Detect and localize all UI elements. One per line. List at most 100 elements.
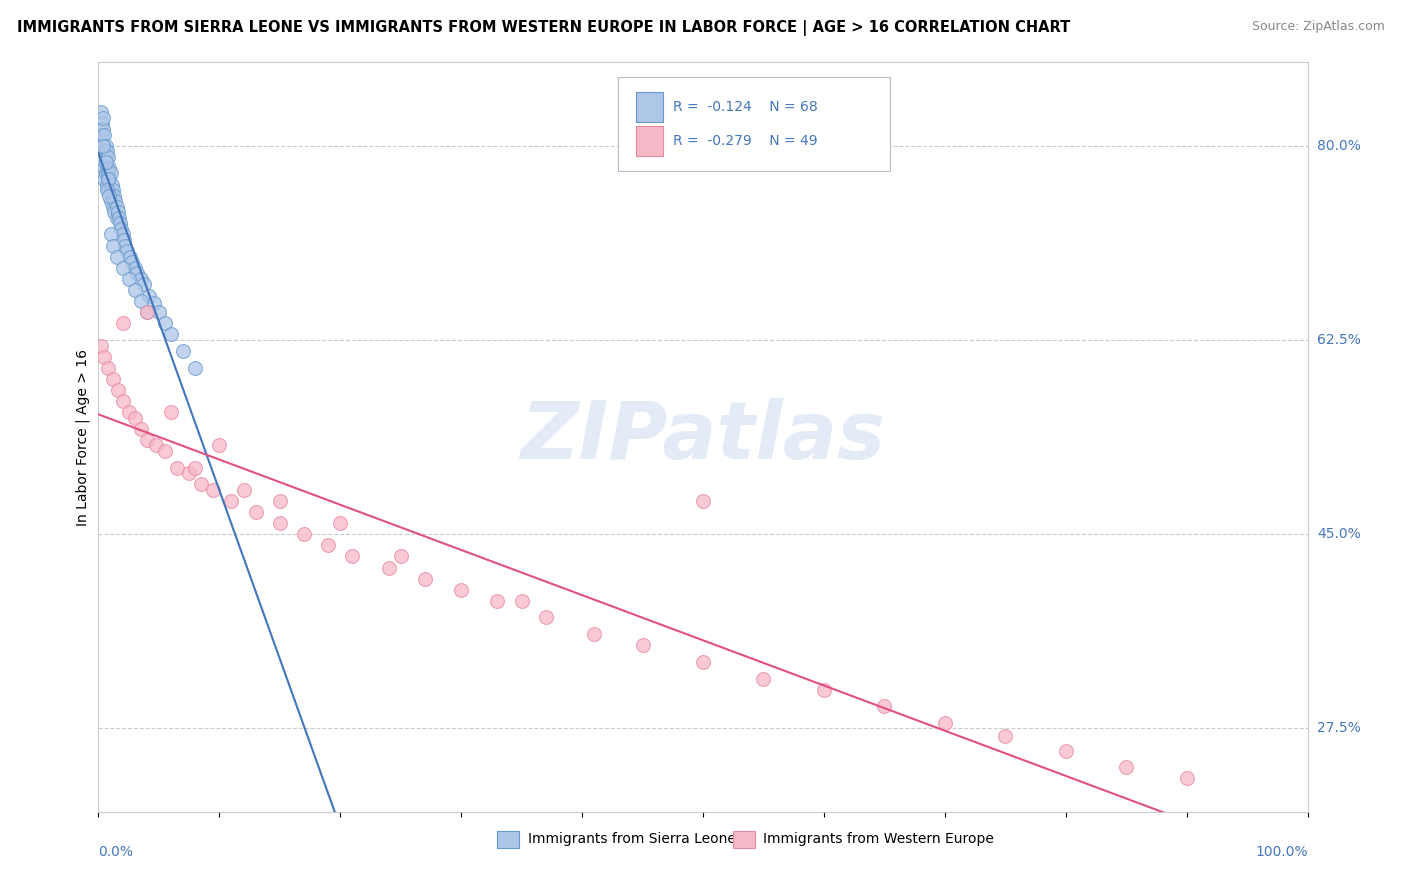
Point xyxy=(100,194,122,209)
Point xyxy=(91,128,114,142)
Point xyxy=(93,161,115,175)
Bar xyxy=(637,126,664,156)
Point xyxy=(143,296,166,310)
Point xyxy=(94,150,117,164)
Point xyxy=(124,283,146,297)
Text: Immigrants from Sierra Leone: Immigrants from Sierra Leone xyxy=(527,832,735,847)
Text: IMMIGRANTS FROM SIERRA LEONE VS IMMIGRANTS FROM WESTERN EUROPE IN LABOR FORCE | : IMMIGRANTS FROM SIERRA LEONE VS IMMIGRAN… xyxy=(17,20,1070,36)
Point xyxy=(94,155,117,169)
Point xyxy=(121,255,143,269)
Point xyxy=(138,288,160,302)
Point xyxy=(179,466,201,480)
Point xyxy=(93,128,115,142)
Point xyxy=(124,260,146,275)
Point xyxy=(172,344,194,359)
Point xyxy=(105,211,128,225)
Point xyxy=(245,505,267,519)
Point xyxy=(221,494,243,508)
Point xyxy=(97,183,120,197)
Text: Immigrants from Western Europe: Immigrants from Western Europe xyxy=(763,832,994,847)
Point xyxy=(100,227,122,242)
Point xyxy=(377,560,399,574)
Point xyxy=(93,145,115,159)
Point xyxy=(135,305,157,319)
Point xyxy=(96,183,118,197)
Point xyxy=(510,594,533,608)
Point xyxy=(97,172,120,186)
Text: R =  -0.124    N = 68: R = -0.124 N = 68 xyxy=(672,101,817,114)
Point xyxy=(813,682,835,697)
Point xyxy=(127,266,149,280)
Point xyxy=(135,305,157,319)
Point xyxy=(96,145,118,159)
Point xyxy=(111,316,134,330)
Point xyxy=(98,172,121,186)
Point xyxy=(202,483,225,497)
Point xyxy=(184,460,207,475)
Point xyxy=(108,211,131,225)
Point xyxy=(1054,744,1077,758)
Point xyxy=(94,166,117,180)
Point xyxy=(94,138,117,153)
Point xyxy=(100,188,122,202)
Text: 27.5%: 27.5% xyxy=(1317,722,1361,736)
Point xyxy=(97,166,120,180)
Text: 80.0%: 80.0% xyxy=(1317,138,1361,153)
Point xyxy=(103,205,125,219)
Point xyxy=(91,122,114,136)
Bar xyxy=(734,831,755,847)
Bar xyxy=(637,93,664,122)
Point xyxy=(1115,760,1137,774)
Point xyxy=(118,272,141,286)
Point xyxy=(135,433,157,447)
Point xyxy=(134,277,156,292)
Point xyxy=(97,360,120,375)
Point xyxy=(97,150,120,164)
Point xyxy=(93,350,115,364)
Text: R =  -0.279    N = 49: R = -0.279 N = 49 xyxy=(672,134,817,148)
Point xyxy=(91,138,114,153)
Point xyxy=(118,250,141,264)
Point xyxy=(100,178,122,192)
Point xyxy=(107,383,129,397)
Point xyxy=(101,238,124,252)
Point xyxy=(583,627,606,641)
Text: 0.0%: 0.0% xyxy=(98,846,134,859)
Point xyxy=(190,477,212,491)
Point xyxy=(129,272,152,286)
Point xyxy=(129,422,152,436)
Point xyxy=(994,729,1017,743)
Point xyxy=(110,222,132,236)
Point xyxy=(148,305,170,319)
Point xyxy=(145,438,167,452)
Point xyxy=(100,183,122,197)
Point xyxy=(107,205,129,219)
Text: 100.0%: 100.0% xyxy=(1256,846,1308,859)
Point xyxy=(100,166,122,180)
Point xyxy=(101,200,124,214)
Point xyxy=(269,494,291,508)
Point xyxy=(101,372,124,386)
Point xyxy=(166,460,188,475)
Point xyxy=(96,161,118,175)
Point xyxy=(118,405,141,419)
Point xyxy=(103,188,125,202)
Point xyxy=(96,178,118,192)
Point xyxy=(111,394,134,409)
Point xyxy=(111,260,134,275)
Point xyxy=(114,238,136,252)
Point xyxy=(98,161,121,175)
Point xyxy=(934,715,956,730)
Point xyxy=(413,572,436,586)
Point xyxy=(752,672,775,686)
Text: 45.0%: 45.0% xyxy=(1317,527,1361,541)
Point xyxy=(692,494,714,508)
Text: Source: ZipAtlas.com: Source: ZipAtlas.com xyxy=(1251,20,1385,33)
Point xyxy=(101,183,124,197)
Point xyxy=(153,316,176,330)
Point xyxy=(124,410,146,425)
Point xyxy=(112,233,135,247)
Point xyxy=(117,244,139,259)
Point xyxy=(486,594,509,608)
Point xyxy=(160,327,183,342)
